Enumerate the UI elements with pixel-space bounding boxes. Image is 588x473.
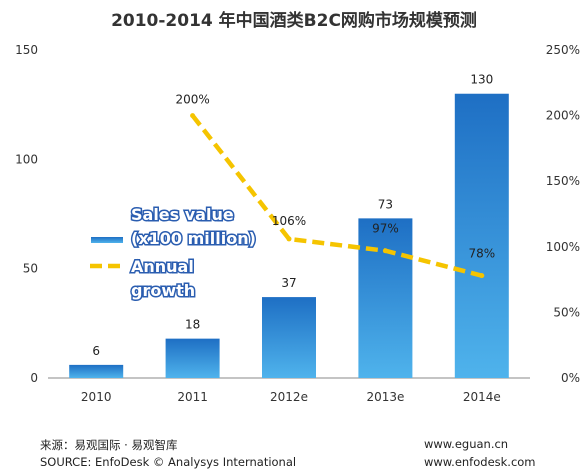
y-right-tick-label: 100% (546, 240, 580, 254)
legend: Sales value (x100 million) Annual growth (90, 204, 257, 302)
growth-data-label: 97% (372, 222, 399, 236)
axes: 0 50 100 150 0% 50% 100% 150% 200% 250% 2010 2011 20… (15, 43, 580, 404)
x-tick-label: 2010 (81, 390, 112, 404)
legend-label-growth: Annual (131, 257, 194, 276)
chart-title: 2010-2014 年中国酒类B2C网购市场规模预测 (111, 11, 477, 31)
growth-line (190, 113, 485, 279)
x-tick-label: 2012e (270, 390, 308, 404)
growth-point (190, 113, 196, 119)
legend-label-sales: Sales value (131, 205, 234, 224)
growth-point (382, 248, 388, 254)
growth-point (479, 273, 485, 279)
source-cn: 来源：易观国际 · 易观智库 (40, 438, 178, 452)
y-right-tick-label: 0% (561, 371, 580, 385)
x-tick-label: 2013e (366, 390, 404, 404)
growth-line-path (190, 114, 483, 278)
x-tick-label: 2011 (177, 390, 208, 404)
y-right-tick-label: 50% (553, 305, 580, 319)
bar (454, 93, 509, 378)
y-left-tick-label: 0 (30, 371, 38, 385)
bar-data-label: 37 (281, 276, 296, 290)
bars (69, 93, 509, 378)
legend-swatch-sales (91, 237, 123, 243)
bar-data-label: 6 (92, 344, 100, 358)
growth-data-label: 78% (468, 247, 495, 261)
bar (262, 297, 316, 378)
x-tick-label: 2014e (463, 390, 501, 404)
y-right-tick-label: 200% (546, 109, 580, 123)
y-right-tick-label: 150% (546, 174, 580, 188)
url-enfodesk: www.enfodesk.com (424, 455, 536, 469)
bar-data-label: 130 (470, 73, 493, 87)
url-eguan: www.eguan.cn (424, 437, 509, 451)
source-en: SOURCE: EnfoDesk © Analysys Internationa… (40, 455, 297, 469)
bar (69, 364, 124, 378)
bar-data-label: 18 (185, 318, 200, 332)
bar (358, 218, 413, 378)
y-left-tick-label: 150 (15, 43, 38, 57)
data-labels: 6 18 37 73 130 200% 106% 97% 78% (92, 73, 495, 358)
legend-label-sales: (x100 million) (131, 229, 256, 248)
growth-data-label: 106% (272, 214, 306, 228)
growth-data-label: 200% (175, 93, 209, 107)
growth-point (286, 236, 292, 242)
legend-label-growth: growth (131, 281, 195, 300)
bar (165, 338, 220, 378)
y-left-tick-label: 100 (15, 152, 38, 166)
y-right-tick-label: 250% (546, 43, 580, 57)
y-left-tick-label: 50 (23, 262, 38, 276)
bar-data-label: 73 (378, 197, 393, 211)
